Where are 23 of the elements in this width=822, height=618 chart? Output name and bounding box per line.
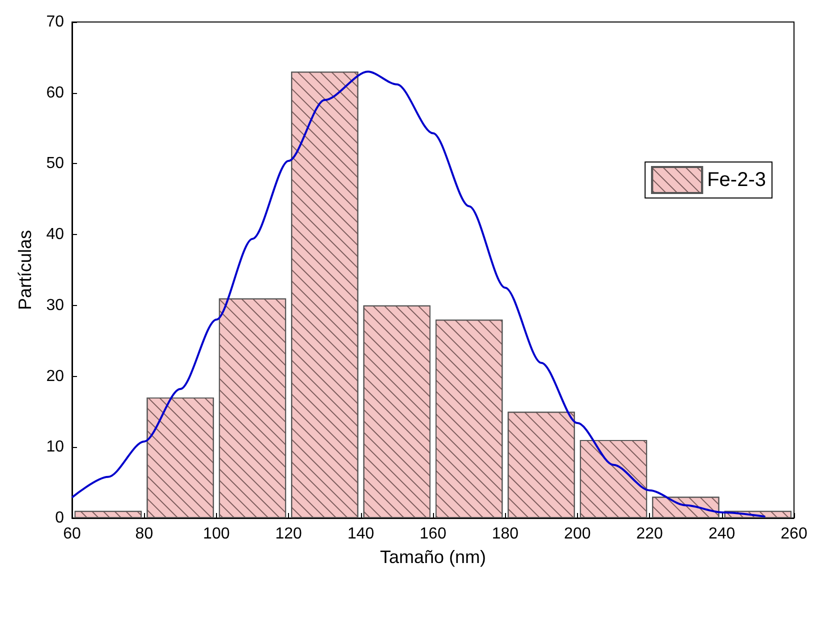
legend-label: Fe-2-3 (707, 169, 766, 191)
x-tick-label: 140 (347, 526, 374, 542)
x-tick-label: 100 (203, 526, 230, 542)
x-tick-label: 260 (780, 526, 808, 542)
x-tick-label: 180 (492, 526, 519, 542)
y-tick-label: 0 (55, 510, 64, 526)
y-tick-label: 30 (46, 296, 64, 314)
x-tick-label: 120 (275, 526, 302, 542)
x-tick-label: 60 (63, 526, 81, 542)
x-tick-label: 240 (708, 526, 736, 542)
x-tick-label: 80 (135, 526, 154, 542)
y-tick-label: 20 (46, 368, 64, 385)
y-tick-label: 60 (46, 84, 64, 102)
y-tick-label: 40 (46, 226, 64, 244)
y-axis-title: Partículas (15, 230, 35, 310)
x-tick-label: 220 (636, 526, 664, 542)
x-tick-label: 200 (564, 526, 591, 542)
line-series (71, 70, 766, 518)
y-tick-label: 10 (46, 438, 64, 456)
x-axis-title: Tamaño (nm) (380, 547, 486, 567)
y-tick-label: 50 (46, 155, 64, 172)
x-tick-label: 160 (420, 526, 446, 542)
y-tick-label: 70 (46, 14, 64, 30)
